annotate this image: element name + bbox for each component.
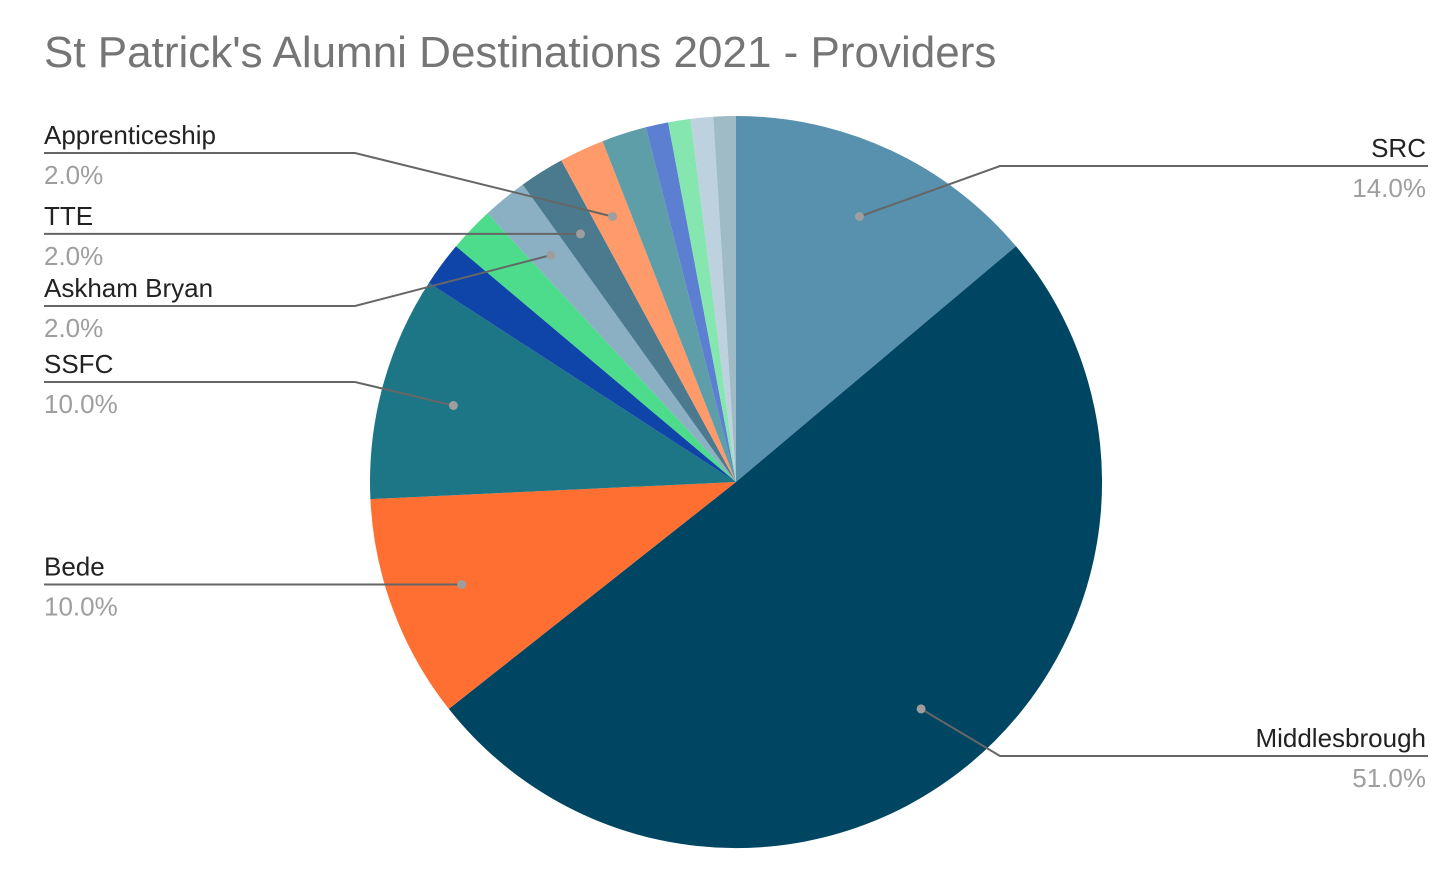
slice-percent-middlesbrough: 51.0% — [1352, 763, 1426, 793]
pie-slice-src — [736, 115, 1016, 482]
leader-dot-askham-bryan — [546, 250, 556, 260]
leader-line-src — [859, 165, 1428, 218]
slice-label-apprenticeship: Apprenticeship — [44, 120, 216, 150]
pie-slice-9 — [602, 127, 736, 483]
pie-slice-12 — [690, 116, 736, 483]
leader-dot-apprenticeship — [608, 212, 617, 221]
leader-line-apprenticeship — [44, 152, 613, 218]
pie-slice-bede — [370, 482, 736, 709]
leader-dot-ssfc — [448, 401, 458, 410]
slice-label-tte: TTE — [44, 201, 93, 231]
slice-label-bede: Bede — [44, 552, 105, 582]
slice-percent-tte: 2.0% — [44, 241, 103, 271]
pie-slices — [370, 115, 1103, 849]
slice-percent-apprenticeship: 2.0% — [44, 160, 103, 190]
pie-slice-ssfc — [370, 282, 736, 500]
slice-label-ssfc: SSFC — [44, 349, 113, 379]
leader-line-askham-bryan — [44, 254, 552, 307]
leader-line-middlesbrough — [920, 708, 1428, 757]
chart-title: St Patrick's Alumni Destinations 2021 - … — [44, 28, 997, 77]
slice-percent-ssfc: 10.0% — [44, 389, 118, 419]
pie-slice-middlesbrough — [448, 246, 1103, 849]
pie-slice-13 — [713, 116, 736, 482]
slice-labels: SRC 14.0% Middlesbrough 51.0% Bede 10.0% SSFC 1… — [44, 120, 1428, 793]
pie-slice-tte — [522, 160, 736, 482]
leader-line-ssfc — [44, 381, 454, 407]
slice-label-src: SRC — [1371, 133, 1426, 163]
leader-dot-middlesbrough — [916, 704, 926, 714]
slice-percent-bede: 10.0% — [44, 592, 118, 622]
pie-slice-5 — [456, 213, 736, 482]
leader-dot-src — [855, 212, 864, 221]
pie-slice-apprenticeship — [561, 141, 736, 482]
pie-slice-4 — [428, 246, 736, 482]
slice-percent-askham-bryan: 2.0% — [44, 313, 103, 343]
leader-dot-tte — [576, 229, 585, 239]
slice-label-askham-bryan: Askham Bryan — [44, 273, 213, 303]
pie-slice-10 — [645, 122, 736, 483]
leader-dot-bede — [457, 580, 467, 589]
slice-percent-src: 14.0% — [1352, 173, 1426, 203]
slice-label-middlesbrough: Middlesbrough — [1255, 723, 1426, 753]
pie-slice-11 — [668, 118, 736, 482]
